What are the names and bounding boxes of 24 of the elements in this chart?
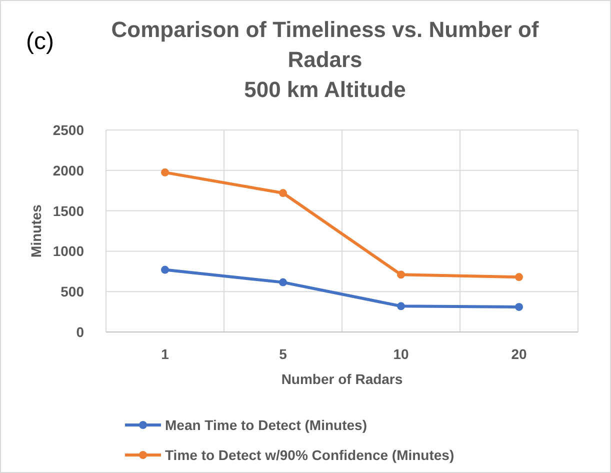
point	[397, 270, 405, 279]
point	[161, 266, 169, 274]
y-tick-label: 1000	[52, 243, 84, 260]
legend-label: Mean Time to Detect (Minutes)	[165, 417, 367, 433]
x-tick-label: 20	[511, 346, 527, 362]
point	[515, 273, 523, 282]
point	[279, 278, 287, 286]
point	[279, 189, 287, 198]
legend-label: Time to Detect w/90% Confidence (Minutes)	[165, 447, 454, 463]
y-tick-label: 2500	[52, 122, 84, 138]
x-tick-label: 10	[393, 346, 409, 362]
y-tick-label: 1500	[52, 202, 84, 219]
x-tick-label: 5	[279, 346, 288, 362]
y-tick-label: 500	[60, 284, 84, 300]
y-tick-label: 2000	[52, 162, 84, 178]
point	[397, 302, 405, 310]
y-tick-label: 0	[76, 324, 84, 340]
chart-title: Comparison of Timeliness vs. Number of Radars 500 km Altitude	[111, 17, 540, 102]
text: (c)	[26, 28, 54, 55]
x-tick-label: 1	[161, 346, 170, 362]
y-axis-title: Minutes	[28, 204, 44, 258]
point	[515, 302, 523, 311]
point	[161, 168, 169, 176]
x-axis-title: Number of Radars	[281, 371, 403, 387]
